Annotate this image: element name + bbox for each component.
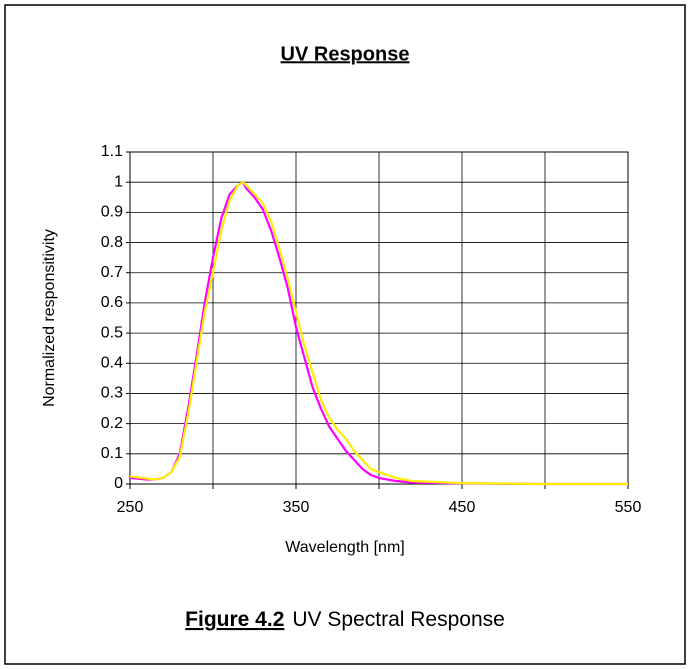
x-axis-label: Wavelength [nm]: [285, 539, 404, 556]
y-tick-label: 0.2: [101, 415, 123, 432]
x-tick-label: 250: [117, 499, 144, 516]
caption-label: Figure 4.2: [185, 608, 284, 631]
y-tick-label: 0.8: [101, 234, 123, 251]
caption-text: UV Spectral Response: [292, 608, 504, 631]
y-tick-label: 0.7: [101, 264, 123, 281]
x-tick-label: 450: [449, 499, 476, 516]
y-tick-label: 0: [114, 475, 123, 492]
series-line: [129, 181, 628, 486]
y-tick-label: 1.1: [101, 143, 123, 160]
caption: Figure 4.2 UV Spectral Response: [185, 608, 505, 631]
x-tick-label: 350: [283, 499, 310, 516]
y-axis-label: Normalized responsitivity: [41, 229, 58, 407]
y-tick-label: 0.3: [101, 385, 123, 402]
y-tick-label: 1: [114, 173, 123, 190]
y-tick-label: 0.1: [101, 445, 123, 462]
y-tick-label: 0.9: [101, 204, 123, 221]
chart-title: UV Response: [281, 43, 410, 65]
y-tick-label: 0.4: [101, 354, 123, 371]
x-tick-label: 550: [615, 499, 642, 516]
y-tick-label: 0.6: [101, 294, 123, 311]
y-tick-label: 0.5: [101, 324, 123, 341]
